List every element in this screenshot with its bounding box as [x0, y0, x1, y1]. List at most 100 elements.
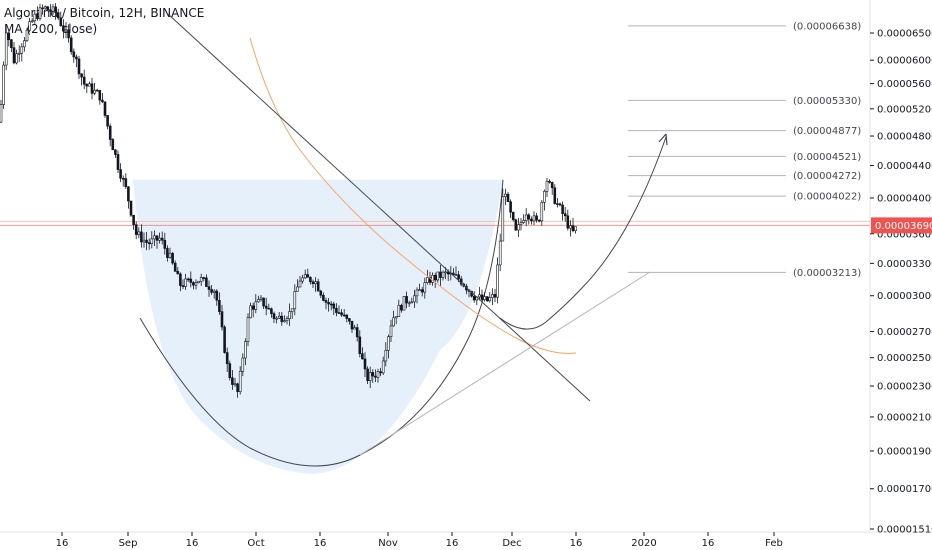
- candle-9: [23, 37, 26, 52]
- candle-body-215: [558, 203, 562, 206]
- price-axis[interactable]: 0.00006500 0.00006000 0.00005600 0.00005200…: [870, 29, 932, 536]
- level-label-2: (0.00004877): [793, 126, 861, 137]
- candle-body-220: [571, 225, 575, 232]
- candle-43: [111, 138, 115, 151]
- candle-body-106: [275, 317, 278, 320]
- candle-139: [361, 347, 364, 360]
- candle-body-125: [324, 300, 328, 303]
- candle-body-176: [457, 274, 460, 280]
- candle-92: [238, 366, 242, 395]
- candle-body-149: [387, 336, 390, 351]
- candle-72: [186, 277, 190, 282]
- candle-body-0: [0, 104, 3, 123]
- candle-208: [540, 200, 544, 226]
- candle-body-153: [397, 304, 401, 317]
- candle-body-11: [28, 21, 31, 31]
- candle-73: [189, 271, 193, 288]
- candle-body-77: [199, 277, 203, 282]
- candle-body-76: [197, 280, 200, 284]
- candle-203: [527, 213, 531, 225]
- candle-body-40: [103, 101, 107, 116]
- candle-body-203: [527, 214, 531, 220]
- candle-body-79: [205, 277, 208, 287]
- level-label-4: (0.00004272): [793, 171, 861, 182]
- candle-160: [415, 287, 419, 304]
- candle-212: [550, 181, 554, 195]
- candle-152: [394, 316, 398, 325]
- candle-169: [439, 265, 442, 287]
- candle-body-41: [106, 115, 109, 127]
- candle-body-104: [270, 308, 273, 314]
- candle-body-124: [322, 294, 325, 301]
- price-tick-label-13: 0.00002100: [877, 412, 932, 423]
- candle-body-119: [309, 277, 312, 283]
- candle-195: [506, 191, 510, 203]
- candle-body-73: [189, 278, 193, 283]
- candle-body-213: [553, 187, 557, 204]
- candle-body-200: [519, 222, 523, 225]
- candle-163: [423, 277, 427, 299]
- candle-body-174: [452, 272, 455, 276]
- candle-130: [337, 305, 341, 314]
- candle-80: [207, 280, 211, 297]
- candle-body-7: [17, 52, 21, 55]
- candle-96: [249, 302, 252, 319]
- candle-199: [517, 217, 520, 237]
- candle-body-162: [420, 289, 424, 293]
- candle-body-121: [314, 281, 317, 284]
- time-tick-label-2: 16: [186, 538, 199, 549]
- candle-body-142: [368, 372, 372, 381]
- candle-body-74: [192, 282, 195, 286]
- price-tick-label-7: 0.00003600: [877, 229, 932, 240]
- candle-body-205: [532, 215, 536, 222]
- candle-13: [33, 11, 37, 24]
- candle-body-42: [108, 125, 112, 140]
- candle-205: [532, 211, 536, 226]
- candle-221: [574, 226, 577, 234]
- candle-body-164: [426, 277, 429, 283]
- candle-220: [571, 217, 575, 233]
- candle-body-109: [283, 320, 286, 323]
- candle-91: [236, 382, 239, 398]
- time-axis[interactable]: 16 Sep 16 Oct 16 Nov 16 Dec 16 2020 16 Feb: [56, 532, 783, 549]
- candle-63: [163, 232, 167, 255]
- candle-122: [316, 278, 320, 292]
- candle-35: [90, 77, 94, 100]
- candle-body-184: [478, 294, 481, 298]
- candle-131: [340, 309, 343, 317]
- candle-42: [108, 123, 112, 147]
- candle-body-49: [127, 186, 130, 202]
- candle-137: [355, 323, 359, 342]
- candle-body-52: [134, 224, 138, 235]
- candle-body-37: [95, 89, 99, 92]
- candle-74: [192, 281, 195, 290]
- candle-148: [384, 342, 388, 367]
- candle-50: [129, 200, 133, 217]
- candle-97: [251, 302, 255, 318]
- candle-body-145: [376, 371, 380, 378]
- candle-188: [488, 292, 492, 303]
- candle-body-93: [241, 357, 245, 372]
- candle-101: [262, 297, 265, 310]
- candle-body-195: [506, 193, 510, 202]
- candle-body-4: [10, 39, 13, 49]
- candle-114: [296, 279, 299, 292]
- candle-body-35: [90, 83, 94, 94]
- candle-29: [75, 54, 78, 68]
- candle-145: [376, 368, 380, 383]
- candle-body-94: [244, 341, 247, 359]
- candle-196: [509, 199, 512, 218]
- candle-body-186: [483, 296, 486, 300]
- candle-body-5: [12, 47, 16, 64]
- candle-body-197: [511, 211, 515, 221]
- price-tick-label-9: 0.00003000: [877, 291, 932, 302]
- candle-body-70: [181, 285, 185, 287]
- candle-body-138: [358, 336, 362, 354]
- candle-body-208: [540, 202, 544, 222]
- candle-body-157: [407, 302, 411, 305]
- candle-body-127: [329, 303, 333, 306]
- candle-body-128: [332, 303, 336, 309]
- candle-144: [374, 369, 377, 383]
- candle-15: [38, 3, 42, 21]
